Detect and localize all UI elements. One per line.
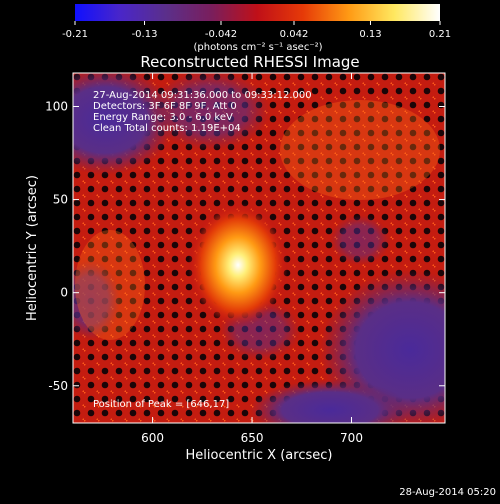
plot-frame xyxy=(72,72,446,424)
colorbar-tick-label: -0.13 xyxy=(132,29,158,40)
annotation-energy: Energy Range: 3.0 - 6.0 keV xyxy=(93,112,233,123)
colorbar-label: (photons cm⁻² s⁻¹ asec⁻²) xyxy=(193,42,322,53)
chart-title: Reconstructed RHESSI Image xyxy=(140,53,359,71)
x-axis-label: Heliocentric X (arcsec) xyxy=(186,448,333,463)
colorbar-tick-label: -0.21 xyxy=(62,29,88,40)
footer-date: 28-Aug-2014 05:20 xyxy=(399,487,496,498)
x-tick-label: 700 xyxy=(340,431,363,445)
annotation-detectors: Detectors: 3F 6F 8F 9F, Att 0 xyxy=(93,101,237,112)
y-tick-label: 0 xyxy=(60,286,68,300)
colorbar: -0.21 -0.13 -0.042 0.042 0.13 0.21 (photons c… xyxy=(62,4,451,53)
annotation-clean: Clean Total counts: 1.19E+04 xyxy=(93,123,241,134)
colorbar-tick-label: 0.21 xyxy=(429,29,451,40)
flare-source xyxy=(188,203,289,328)
y-axis-ticks: -50 0 50 100 xyxy=(45,100,445,393)
x-axis-ticks: 600 650 700 xyxy=(141,73,363,445)
x-tick-label: 650 xyxy=(241,431,264,445)
y-axis-label: Heliocentric Y (arcsec) xyxy=(25,175,40,321)
y-tick-label: -50 xyxy=(48,379,68,393)
colorbar-ticks: -0.21 -0.13 -0.042 0.042 0.13 0.21 xyxy=(62,21,451,40)
colorbar-bar xyxy=(75,4,440,21)
heatmap-image xyxy=(73,73,445,423)
y-tick-label: 100 xyxy=(45,100,68,114)
annotation-time: 27-Aug-2014 09:31:36.000 to 09:33:12.000 xyxy=(93,90,312,101)
y-tick-label: 50 xyxy=(53,193,68,207)
colorbar-tick-label: -0.042 xyxy=(205,29,237,40)
colorbar-tick-label: 0.13 xyxy=(359,29,381,40)
annotation-block: 27-Aug-2014 09:31:36.000 to 09:33:12.000… xyxy=(93,90,312,134)
peak-position-label: Position of Peak = [646,17] xyxy=(93,399,229,410)
colorbar-tick-label: 0.042 xyxy=(280,29,309,40)
x-tick-label: 600 xyxy=(141,431,164,445)
